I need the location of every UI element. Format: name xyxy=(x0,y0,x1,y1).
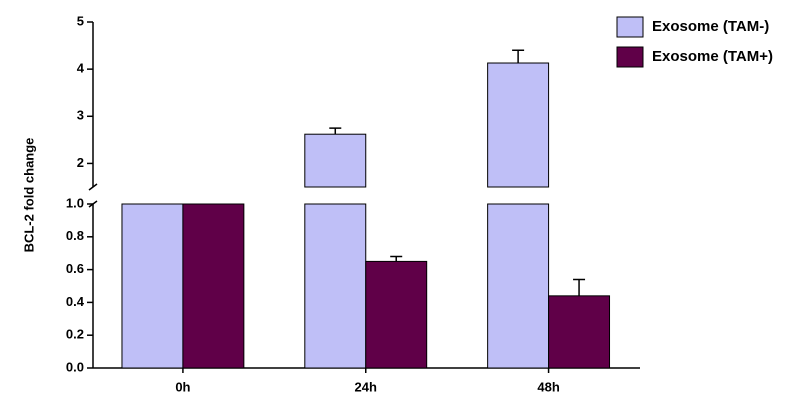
x-tick-label: 24h xyxy=(355,379,377,394)
error-bar xyxy=(512,49,525,64)
bar xyxy=(304,203,367,369)
y-tick-label: 0.6 xyxy=(66,261,84,276)
y-tick-label: 3 xyxy=(77,108,84,123)
bar xyxy=(182,203,245,369)
x-tick-label: 48h xyxy=(537,379,559,394)
error-bar xyxy=(329,127,342,135)
legend-swatch xyxy=(616,16,644,38)
y-axis-label: BCL-2 fold change xyxy=(21,138,36,253)
x-tick-label: 0h xyxy=(175,379,190,394)
bar xyxy=(121,203,184,369)
legend-label: Exosome (TAM-) xyxy=(652,18,769,35)
error-bar xyxy=(573,278,586,296)
y-tick-label: 0.4 xyxy=(66,294,85,309)
y-tick-label: 1.0 xyxy=(66,195,84,210)
bar xyxy=(304,133,367,188)
bar xyxy=(365,260,428,369)
y-tick-label: 2 xyxy=(77,155,84,170)
y-tick-label: 5 xyxy=(77,13,84,28)
legend-label: Exosome (TAM+) xyxy=(652,48,773,65)
legend-swatch xyxy=(616,46,644,68)
y-tick-label: 0.8 xyxy=(66,228,84,243)
error-bar xyxy=(390,255,403,262)
bar xyxy=(487,62,550,188)
y-tick-label: 0.0 xyxy=(66,359,84,374)
bar xyxy=(548,295,611,369)
y-tick-label: 0.2 xyxy=(66,327,84,342)
y-tick-label: 4 xyxy=(77,61,85,76)
bar xyxy=(487,203,550,369)
axis-break xyxy=(88,183,98,191)
